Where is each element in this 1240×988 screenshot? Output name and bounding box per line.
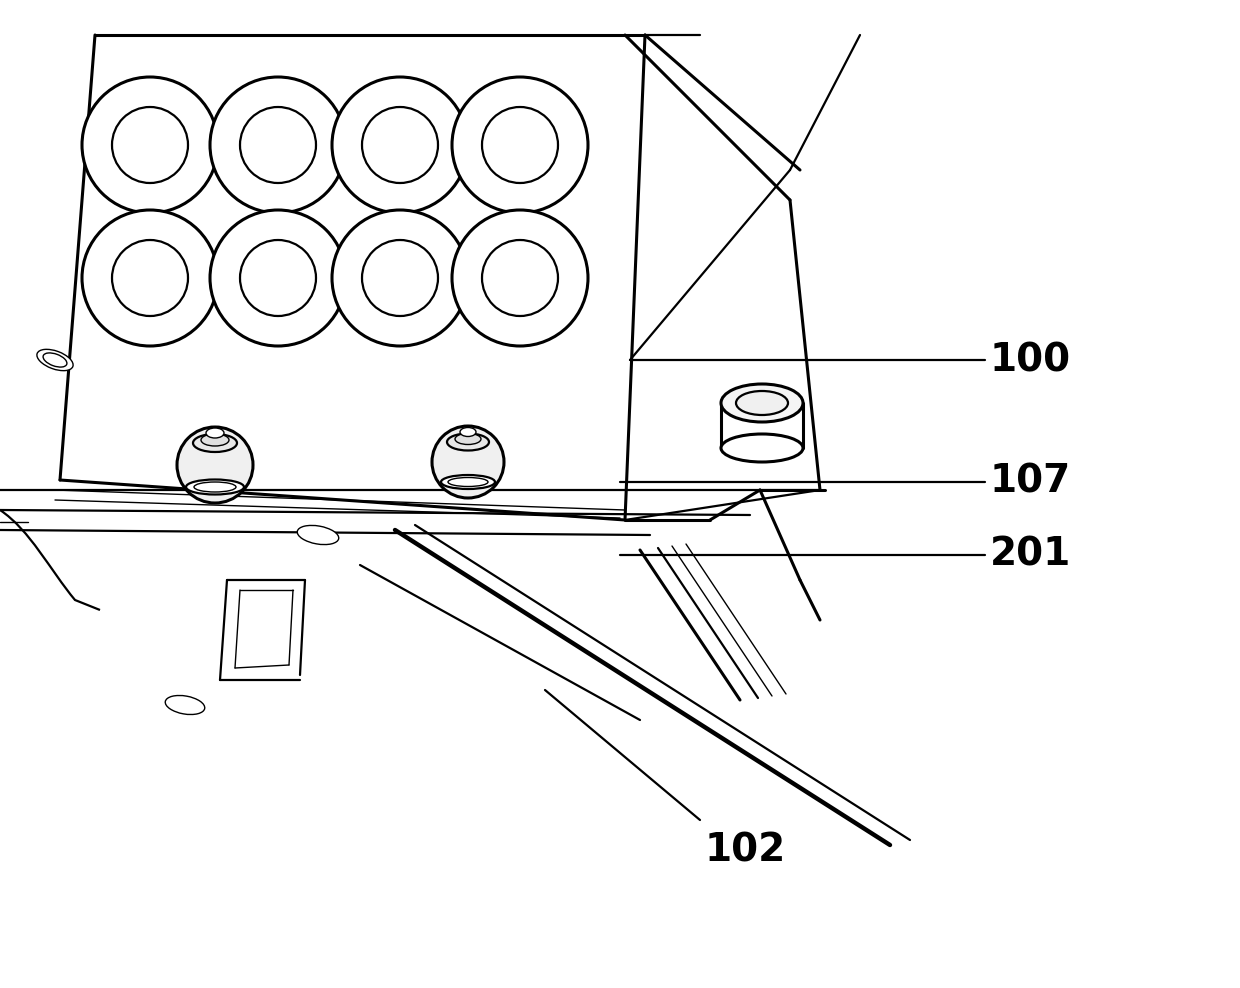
Ellipse shape: [193, 434, 237, 452]
Circle shape: [241, 240, 316, 316]
Circle shape: [82, 77, 218, 213]
Circle shape: [177, 427, 253, 503]
Circle shape: [112, 240, 188, 316]
Circle shape: [241, 107, 316, 183]
Ellipse shape: [737, 391, 787, 415]
Ellipse shape: [455, 434, 481, 445]
Ellipse shape: [186, 479, 244, 495]
Circle shape: [210, 77, 346, 213]
Text: 102: 102: [706, 831, 786, 869]
Circle shape: [453, 77, 588, 213]
Text: 100: 100: [990, 341, 1071, 379]
Ellipse shape: [37, 350, 73, 370]
Circle shape: [453, 210, 588, 346]
Ellipse shape: [460, 428, 476, 437]
Circle shape: [82, 210, 218, 346]
Circle shape: [432, 426, 503, 498]
Ellipse shape: [43, 353, 67, 368]
Ellipse shape: [441, 475, 495, 489]
Ellipse shape: [448, 477, 489, 486]
Text: 107: 107: [990, 463, 1071, 501]
Text: 201: 201: [990, 536, 1071, 574]
Circle shape: [210, 210, 346, 346]
Circle shape: [482, 240, 558, 316]
Ellipse shape: [201, 434, 229, 446]
Circle shape: [482, 107, 558, 183]
Circle shape: [332, 77, 467, 213]
Ellipse shape: [298, 526, 339, 544]
Circle shape: [332, 210, 467, 346]
Ellipse shape: [165, 696, 205, 714]
Circle shape: [362, 107, 438, 183]
Circle shape: [362, 240, 438, 316]
Ellipse shape: [720, 434, 804, 462]
Ellipse shape: [720, 384, 804, 422]
Circle shape: [112, 107, 188, 183]
Ellipse shape: [446, 434, 489, 451]
Ellipse shape: [206, 428, 224, 438]
Ellipse shape: [193, 482, 236, 492]
